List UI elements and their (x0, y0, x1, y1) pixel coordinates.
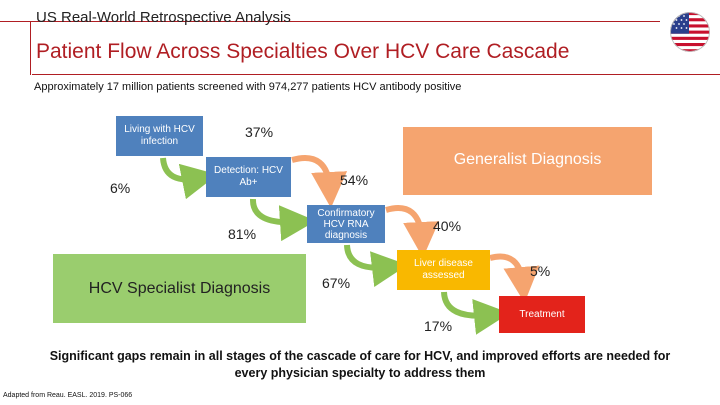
arrow-specialist-3 (344, 244, 408, 287)
step-confirmatory-label: Confirmatory HCV RNA diagnosis (317, 207, 375, 241)
source-citation: Adapted from Reau. EASL. 2019. PS-066 (3, 392, 133, 399)
pct-living-generalist: 37% (245, 124, 274, 140)
arrow-specialist-4 (441, 291, 510, 335)
step-liver-label: Liver disease assessed (414, 258, 473, 281)
step-liver-assessed: Liver disease assessed (397, 250, 490, 290)
step-treatment: Treatment (499, 296, 585, 333)
conclusion-text: Significant gaps remain in all stages of… (49, 349, 671, 380)
pct-living-specialist: 6% (110, 180, 131, 196)
slide-subtitle: US Real-World Retrospective Analysis (36, 9, 291, 26)
specialist-diagnosis-box: HCV Specialist Diagnosis (53, 254, 306, 323)
header-accent-bar (30, 21, 31, 75)
pct-specialist-liver: 17% (424, 318, 453, 334)
specialist-diagnosis-label: HCV Specialist Diagnosis (88, 279, 271, 297)
header-bottom-rule (32, 74, 720, 75)
pct-generalist-confirm: 40% (433, 218, 462, 234)
header-top-rule (0, 21, 660, 22)
generalist-diagnosis-box: Generalist Diagnosis (403, 127, 652, 195)
step-detection: Detection: HCV Ab+ (206, 157, 291, 197)
step-confirmatory: Confirmatory HCV RNA diagnosis (307, 205, 385, 243)
pct-generalist-detection: 54% (340, 172, 369, 188)
step-treatment-label: Treatment (519, 309, 565, 320)
step-living-label: Living with HCV infection (124, 124, 195, 147)
pct-generalist-liver: 5% (530, 263, 551, 279)
slide-title: Patient Flow Across Specialties Over HCV… (36, 40, 570, 63)
screening-summary: Approximately 17 million patients screen… (34, 81, 462, 93)
us-flag-icon (670, 12, 710, 52)
generalist-diagnosis-label: Generalist Diagnosis (453, 151, 602, 168)
arrow-generalist-1 (291, 155, 348, 208)
step-detection-label: Detection: HCV Ab+ (214, 165, 283, 188)
pct-specialist-detection: 81% (228, 226, 257, 242)
arrow-specialist-2 (250, 198, 316, 242)
pct-specialist-confirm: 67% (322, 275, 351, 291)
arrow-generalist-2 (385, 205, 440, 258)
arrow-generalist-3 (489, 253, 540, 303)
step-living-with-hcv: Living with HCV infection (116, 116, 203, 156)
arrow-specialist-1 (160, 157, 218, 200)
